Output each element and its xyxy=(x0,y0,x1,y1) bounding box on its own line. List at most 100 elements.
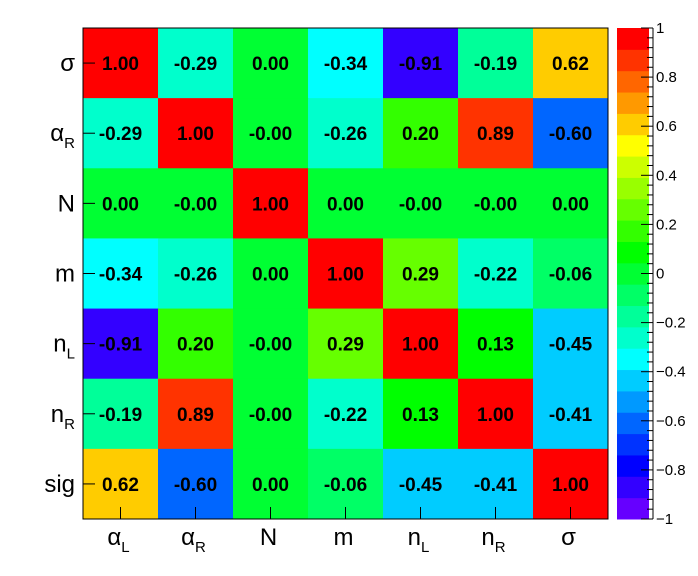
heatmap-cell xyxy=(308,378,384,450)
cell-value-label: -0.00 xyxy=(249,124,292,145)
cell-value-label: 0.00 xyxy=(252,265,289,286)
color-scale-swatch xyxy=(617,198,649,221)
cell-value-label: 1.00 xyxy=(477,405,514,426)
heatmap-cell xyxy=(458,98,534,169)
y-tick-label: σ xyxy=(60,50,75,77)
heatmap-cell xyxy=(533,308,609,380)
heatmap-cell xyxy=(233,238,309,310)
heatmap-cell xyxy=(458,28,534,99)
cell-value-label: -0.26 xyxy=(324,124,367,145)
cell-value-label: 1.00 xyxy=(252,194,289,215)
color-scale-swatch xyxy=(617,454,649,477)
cell-value-label: 0.62 xyxy=(102,475,139,496)
x-tick-label: σ xyxy=(561,524,576,551)
cell-value-label: 1.00 xyxy=(102,54,139,75)
color-scale-swatch xyxy=(617,113,649,136)
color-scale-tick-label: −0.8 xyxy=(656,462,686,479)
heatmap-cell xyxy=(383,378,459,450)
cell-value-label: -0.91 xyxy=(399,54,443,75)
color-scale-axis: 1 0.8 0.6 0.4 0.2 0 −0.2 −0.4 −0.6 −0.8 −1 xyxy=(641,20,686,528)
cell-value-label: 0.00 xyxy=(102,194,139,215)
heatmap-cell xyxy=(383,28,459,99)
color-scale-tick-label: 0.6 xyxy=(656,118,677,135)
heatmap-cell xyxy=(158,378,234,450)
y-tick-label: nL xyxy=(53,331,75,363)
color-scale-tick-label: −0.2 xyxy=(656,315,686,332)
cell-value-label: -0.45 xyxy=(549,335,593,356)
heatmap-cell xyxy=(308,308,384,380)
y-tick-label: N xyxy=(58,190,75,217)
cell-value-label: 1.00 xyxy=(402,335,439,356)
cell-value-label: 1.00 xyxy=(177,124,214,145)
cell-value-label: -0.22 xyxy=(474,265,517,286)
y-axis: σ αR Nm nL nR sig xyxy=(44,50,95,498)
heatmap-cell xyxy=(158,28,234,99)
x-tick-label: αR xyxy=(181,524,206,556)
cell-value-label: -0.00 xyxy=(249,405,292,426)
cell-value-label: 0.13 xyxy=(402,405,439,426)
heatmap-cells xyxy=(83,28,609,520)
color-scale-swatch xyxy=(617,348,649,371)
color-scale-swatch xyxy=(617,92,649,114)
heatmap-cell xyxy=(83,98,159,169)
color-scale-swatch xyxy=(617,262,649,285)
y-tick-label: nR xyxy=(51,401,75,433)
x-tick-label: m xyxy=(334,524,354,551)
color-scale-bar xyxy=(617,28,649,520)
heatmap-cell xyxy=(533,238,609,310)
heatmap-cell xyxy=(233,308,309,380)
cell-value-label: 0.89 xyxy=(177,405,214,426)
color-scale-tick-label: −1 xyxy=(656,511,673,528)
color-scale-swatch xyxy=(617,476,649,499)
cell-value-label: -0.60 xyxy=(174,475,217,496)
heatmap-cell xyxy=(158,168,234,239)
color-scale-tick-label: 0.2 xyxy=(656,216,677,233)
heatmap-cell xyxy=(458,378,534,450)
color-scale-swatch xyxy=(617,241,649,264)
cell-value-label: -0.19 xyxy=(99,405,142,426)
heatmap-cell xyxy=(158,308,234,380)
cell-value-label: -0.60 xyxy=(549,124,592,145)
cell-value-label: 0.00 xyxy=(252,54,289,75)
heatmap-cell xyxy=(383,308,459,380)
cell-value-label: -0.45 xyxy=(399,475,443,496)
color-scale-swatch xyxy=(617,326,649,349)
cell-value-label: -0.34 xyxy=(99,265,143,286)
color-scale-swatch xyxy=(617,305,649,328)
cell-value-label: -0.34 xyxy=(324,54,368,75)
heatmap-cell xyxy=(458,238,534,310)
color-scale-tick-label: 1 xyxy=(656,20,664,37)
x-tick-label: nR xyxy=(481,524,505,556)
x-tick-label: N xyxy=(260,524,277,551)
cell-value-label: -0.06 xyxy=(324,475,367,496)
color-scale-tick-label: −0.4 xyxy=(656,364,686,381)
heatmap-cell-labels: 1.00 -0.29 0.00 -0.34 -0.91 -0.19 0.62 -0.29 1.0… xyxy=(99,54,593,496)
color-scale-tick-label: 0.4 xyxy=(656,167,677,184)
cell-value-label: -0.00 xyxy=(399,194,442,215)
cell-value-label: 0.29 xyxy=(327,335,364,356)
cell-value-label: 0.20 xyxy=(177,335,214,356)
color-scale-swatch xyxy=(617,156,649,178)
heatmap-cell xyxy=(83,28,159,99)
cell-value-label: 0.89 xyxy=(477,124,514,145)
cell-value-label: -0.06 xyxy=(549,265,592,286)
heatmap-cell xyxy=(83,308,159,380)
heatmap-cell xyxy=(158,238,234,310)
color-scale-swatch xyxy=(617,284,649,307)
color-scale-swatch xyxy=(617,70,649,93)
cell-value-label: 1.00 xyxy=(552,475,589,496)
heatmap-cell xyxy=(533,378,609,450)
cell-value-label: -0.22 xyxy=(324,405,367,426)
heatmap-cell xyxy=(308,28,384,99)
heatmap-cell xyxy=(308,98,384,169)
heatmap-cell xyxy=(533,98,609,169)
x-tick-label: αL xyxy=(107,524,129,556)
heatmap-cell xyxy=(83,168,159,239)
cell-value-label: -0.41 xyxy=(474,475,518,496)
y-tick-label: αR xyxy=(50,120,75,152)
heatmap-cell xyxy=(458,168,534,239)
cell-value-label: -0.00 xyxy=(174,194,217,215)
heatmap-cell xyxy=(383,168,459,239)
